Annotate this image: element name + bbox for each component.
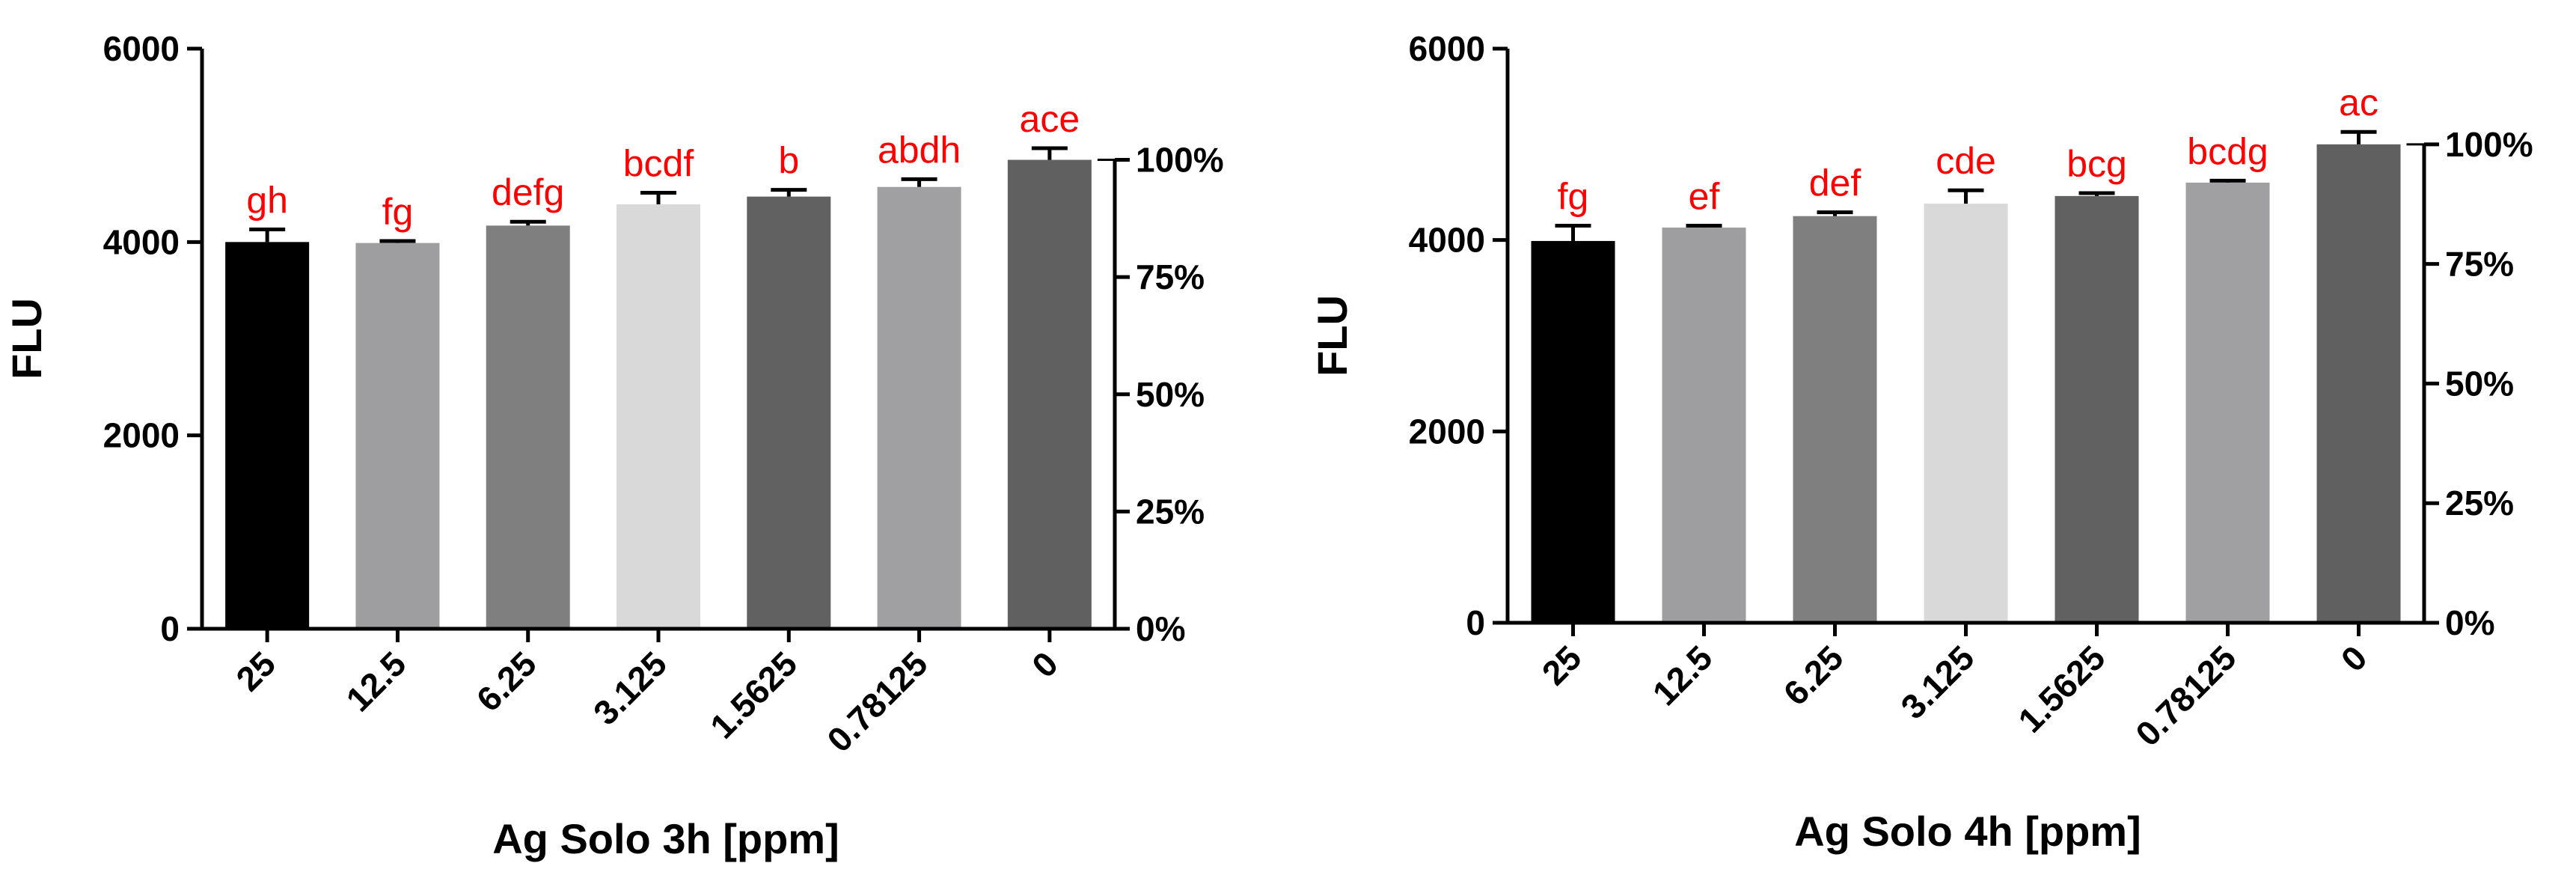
bar-6.25 [1793, 216, 1877, 623]
x-tick-label: 3.125 [586, 644, 674, 732]
y2-tick-label: 75% [1136, 257, 1205, 296]
significance-label: ac [2339, 82, 2378, 124]
significance-label: def [1809, 162, 1861, 204]
y-tick-label: 4000 [103, 222, 180, 261]
y-tick-label: 2000 [103, 416, 180, 455]
bar-1.5625 [747, 196, 831, 629]
chart-panel-1: gh 25 fg 12.5 defg 6.25 bcdf 3.125 b 1.5625 abdh 0.… [3, 29, 1224, 862]
x-tick-label: 0 [2334, 638, 2375, 679]
x-axis-title: Ag Solo 4h [ppm] [1794, 808, 2141, 855]
significance-label: fg [1558, 175, 1589, 217]
x-tick-label: 6.25 [1775, 638, 1850, 713]
significance-label: bcdg [2187, 130, 2268, 172]
x-tick-label: 6.25 [469, 644, 544, 719]
bar-0.78125 [2185, 182, 2270, 623]
significance-label: gh [246, 180, 288, 222]
x-tick-label: 1.5625 [703, 644, 804, 746]
significance-label: bcg [2066, 143, 2127, 185]
chart-panel-2: fg 25 ef 12.5 def 6.25 cde 3.125 bcg 1.5625 bcdg 0.… [1309, 29, 2533, 855]
bar-0.78125 [877, 186, 961, 630]
bar-1.5625 [2055, 195, 2139, 623]
y-tick-label: 6000 [103, 29, 180, 68]
bar-3.125 [1924, 204, 2008, 624]
x-tick-label: 12.5 [338, 644, 413, 719]
y2-tick-label: 0% [1136, 609, 1185, 648]
y-axis-title: FLU [1309, 295, 1356, 377]
y2-tick-label: 0% [2445, 603, 2494, 642]
bar-25 [1531, 240, 1615, 623]
x-axis-title: Ag Solo 3h [ppm] [492, 815, 839, 862]
y2-tick-label: 100% [1136, 141, 1224, 180]
y2-tick-label: 50% [2445, 364, 2514, 403]
significance-label: defg [492, 171, 564, 213]
y2-tick-label: 75% [2445, 245, 2514, 284]
x-tick-label: 0 [1024, 644, 1065, 685]
x-tick-label: 0.78125 [2128, 638, 2243, 753]
significance-label: ace [1020, 98, 1080, 140]
x-tick-label: 0.78125 [819, 644, 934, 759]
x-tick-label: 25 [1535, 638, 1589, 692]
y-tick-label: 4000 [1409, 221, 1485, 260]
bar-0 [1007, 159, 1092, 629]
y2-tick-label: 25% [1136, 492, 1205, 531]
significance-label: bcdf [623, 142, 694, 184]
y-tick-label: 2000 [1409, 412, 1485, 451]
significance-label: abdh [878, 129, 961, 171]
significance-label: ef [1689, 175, 1720, 217]
y-tick-label: 0 [160, 609, 180, 648]
y2-tick-label: 100% [2445, 125, 2533, 164]
bar-0 [2316, 144, 2401, 624]
y-axis-title: FLU [3, 298, 50, 380]
bar-12.5 [355, 243, 440, 629]
bar-12.5 [1662, 228, 1746, 623]
significance-label: b [778, 140, 799, 182]
x-tick-label: 1.5625 [2010, 638, 2112, 740]
x-tick-label: 25 [228, 644, 283, 698]
significance-label: fg [382, 191, 414, 233]
x-tick-label: 12.5 [1645, 638, 1719, 713]
y2-tick-label: 50% [1136, 375, 1205, 414]
y2-tick-label: 25% [2445, 484, 2514, 522]
y-tick-label: 0 [1466, 603, 1485, 642]
bar-25 [225, 242, 310, 629]
x-tick-label: 3.125 [1893, 638, 1981, 726]
bar-3.125 [617, 204, 700, 629]
bar-6.25 [486, 225, 570, 629]
significance-label: cde [1936, 140, 1996, 182]
y-tick-label: 6000 [1409, 29, 1485, 68]
